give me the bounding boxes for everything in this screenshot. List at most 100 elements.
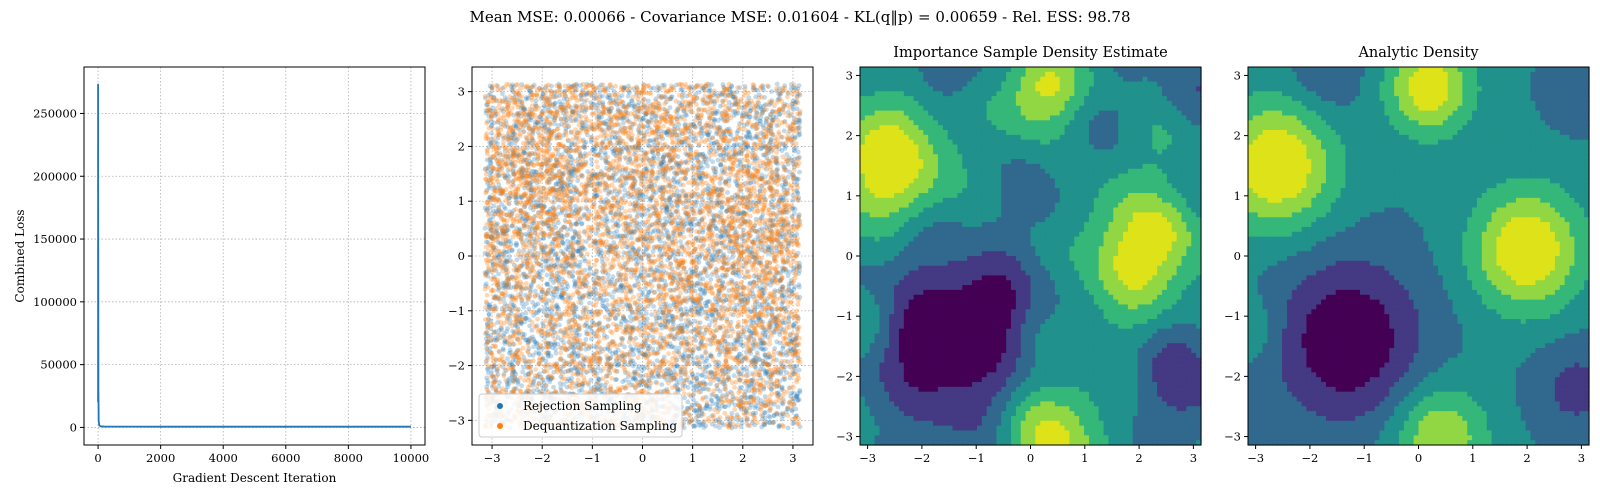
scatter-point-rejection [737,352,742,357]
scatter-point-rejection [500,91,505,96]
x-tick-label: 6000 [271,451,300,465]
scatter-point-rejection [580,221,585,226]
scatter-point-rejection [686,385,691,390]
scatter-point-rejection [738,342,743,347]
scatter-point-rejection [544,282,549,287]
scatter-point-rejection [705,300,710,305]
scatter-point-rejection [505,326,510,331]
scatter-point-rejection [584,337,589,342]
scatter-point-rejection [699,373,704,378]
scatter-point-rejection [730,255,735,260]
scatter-point-rejection [732,373,737,378]
scatter-point-rejection [541,268,546,273]
scatter-point-rejection [768,415,773,420]
scatter-point-rejection [547,379,552,384]
scatter-point-rejection [798,390,803,395]
scatter-point-rejection [533,303,538,308]
scatter-point-rejection [682,395,687,400]
y-tick-label: 0 [70,420,77,434]
scatter-point-rejection [709,82,714,87]
loss-plot-ylabel: Combined Loss [13,209,27,302]
scatter-point-rejection [577,388,582,393]
scatter-point-rejection [689,380,694,385]
scatter-point-rejection [780,346,785,351]
scatter-point-rejection [589,162,594,167]
scatter-point-rejection [520,301,525,306]
scatter-point-rejection [718,153,723,158]
scatter-point-rejection [623,378,628,383]
scatter-point-rejection [533,289,538,294]
scatter-point-rejection [793,207,798,212]
y-tick-label: 200000 [33,169,77,183]
scatter-point-rejection [589,157,594,162]
scatter-point-rejection [602,304,607,309]
scatter-point-rejection [747,328,752,333]
scatter-point-rejection [523,311,528,316]
scatter-point-rejection [640,364,645,369]
scatter-point-rejection [780,148,785,153]
y-tick-label: 150000 [33,232,77,246]
scatter-point-rejection [685,400,690,405]
scatter-point-rejection [740,421,745,426]
scatter-point-rejection [505,356,510,361]
scatter-point-rejection [691,423,696,428]
scatter-point-rejection [769,89,774,94]
scatter-point-rejection [606,272,611,277]
scatter-point-rejection [610,278,615,283]
scatter-point-rejection [485,379,490,384]
scatter-point-rejection [797,170,802,175]
scatter-point-rejection [797,368,802,373]
scatter-point-rejection [794,394,799,399]
scatter-point-rejection [668,105,673,110]
scatter-point-rejection [621,121,626,126]
scatter-point-rejection [487,312,492,317]
scatter-point-rejection [705,274,710,279]
scatter-point-rejection [577,263,582,268]
x-tick-label: 0 [94,451,101,465]
scatter-point-rejection [515,257,520,262]
scatter-point-rejection [659,382,664,387]
figure-suptitle: Mean MSE: 0.00066 - Covariance MSE: 0.01… [469,8,1130,26]
scatter-point-rejection [632,284,637,289]
scatter-point-rejection [702,360,707,365]
scatter-point-rejection [709,277,714,282]
x-tick-label: 2000 [146,451,175,465]
scatter-point-rejection [707,89,712,94]
scatter-point-rejection [775,82,780,87]
scatter-point-rejection [758,119,763,124]
scatter-point-rejection [746,129,751,134]
scatter-point-rejection [701,277,706,282]
scatter-point-rejection [532,169,537,174]
scatter-point-rejection [515,381,520,386]
scatter-point-rejection [552,343,557,348]
scatter-point-rejection [782,129,787,134]
scatter-point-rejection [492,204,497,209]
x-tick-label: 8000 [334,451,363,465]
scatter-point-rejection [492,120,497,125]
scatter-point-rejection [545,273,550,278]
scatter-point-rejection [698,287,703,292]
scatter-point-rejection [589,337,594,342]
scatter-point-rejection [737,274,742,279]
scatter-point-rejection [702,425,707,430]
loss-plot-frame [84,67,425,445]
scatter-point-rejection [718,181,723,186]
scatter-point-rejection [549,354,554,359]
scatter-point-rejection [514,241,519,246]
scatter-point-rejection [529,328,534,333]
scatter-point-rejection [644,194,649,199]
loss-plot: 0 2000 4000 6000 8000 10000050000100000150000… [13,67,429,485]
scatter-point-rejection [520,370,525,375]
scatter-point-rejection [786,426,791,431]
scatter-point-rejection [705,164,710,169]
scatter-point-rejection [557,323,562,328]
x-tick-label: 10000 [393,451,430,465]
scatter-point-rejection [678,239,683,244]
scatter-point-rejection [734,142,739,147]
scatter-point-rejection [797,285,802,290]
scatter-point-rejection [569,155,574,160]
scatter-point-rejection [740,366,745,371]
scatter-point-rejection [507,142,512,147]
scatter-point-rejection [588,267,593,272]
scatter-point-rejection [508,348,513,353]
